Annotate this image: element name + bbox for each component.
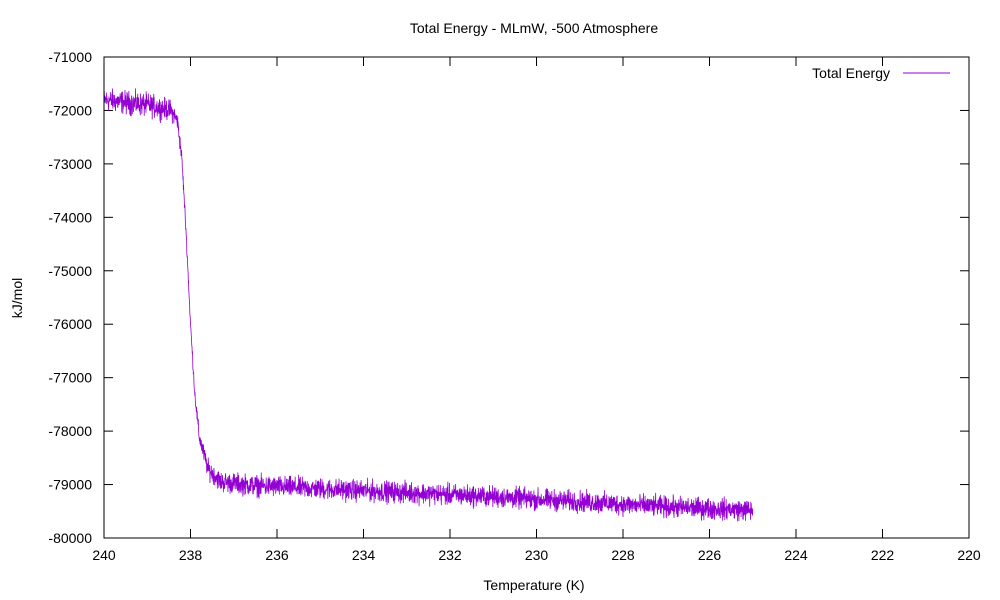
x-tick-label: 236 (265, 547, 289, 563)
series-layer (103, 88, 754, 522)
x-tick-label: 232 (438, 547, 462, 563)
x-tick-label: 230 (525, 547, 549, 563)
series-total-energy-line (103, 88, 754, 522)
x-axis-label: Temperature (K) (483, 577, 584, 593)
x-tick-label: 226 (698, 547, 722, 563)
x-tick-label: 238 (179, 547, 203, 563)
y-tick-label: -78000 (48, 423, 92, 439)
y-tick-label: -73000 (48, 156, 92, 172)
y-tick-label: -77000 (48, 370, 92, 386)
y-axis-label: kJ/mol (9, 278, 25, 318)
chart-title: Total Energy - MLmW, -500 Atmosphere (410, 20, 658, 36)
x-tick-label: 228 (611, 547, 635, 563)
x-tick-label: 224 (784, 547, 808, 563)
y-tick-label: -71000 (48, 49, 92, 65)
legend: Total Energy (812, 65, 950, 81)
y-tick-label: -75000 (48, 263, 92, 279)
x-tick-label: 222 (871, 547, 895, 563)
y-tick-label: -76000 (48, 316, 92, 332)
y-tick-label: -79000 (48, 477, 92, 493)
plot-frame (103, 56, 970, 539)
x-tick-label: 234 (352, 547, 376, 563)
y-tick-label: -74000 (48, 209, 92, 225)
y-tick-label: -80000 (48, 530, 92, 546)
legend-label: Total Energy (812, 65, 890, 81)
x-tick-label: 240 (92, 547, 116, 563)
x-tick-label: 220 (957, 547, 981, 563)
y-tick-label: -72000 (48, 102, 92, 118)
axis-ticks: 240 238 236 234 232 230 228 226 224 222 220 -71000 -… (48, 49, 980, 563)
